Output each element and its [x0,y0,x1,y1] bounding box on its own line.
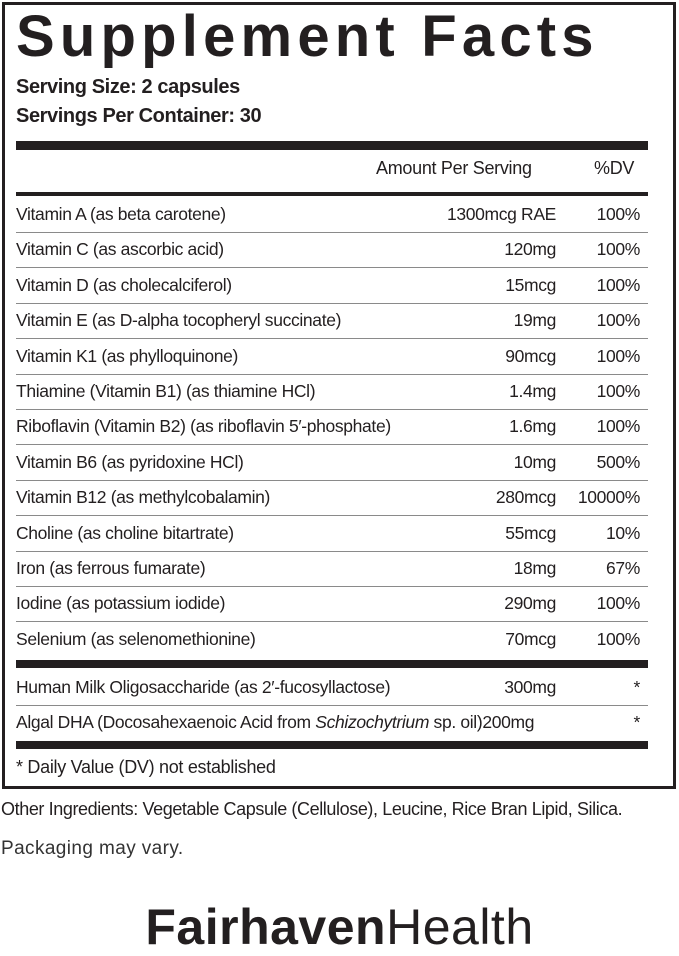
nutrient-amount: 1300mcg RAE [447,204,556,224]
footnote: * Daily Value (DV) not established [16,757,276,777]
divider-medium [16,192,648,196]
nutrient-name: Vitamin B12 (as methylcobalamin) [16,487,271,508]
nutrient-dv: * [633,712,641,732]
nutrient-name: Iron (as ferrous fumarate) [16,558,206,578]
nutrient-amount: 290mg [504,593,556,614]
nutrient-amount: 120mg [504,239,556,260]
nutrient-row: Vitamin E (as D-alpha tocopheryl succina… [16,303,648,340]
nutrient-name: Algal DHA (Docosahexaenoic Acid from Sch… [16,712,534,733]
nutrient-dv: 100% [596,204,641,224]
panel-title: Supplement Facts [16,4,599,69]
nutrient-amount: 19mg [513,310,557,331]
nutrient-row: Iron (as ferrous fumarate) 18mg 67% [16,551,648,587]
nutrient-dv: 500% [596,451,641,472]
nutrient-row: Vitamin C (as ascorbic acid) 120mg 100% [16,232,648,269]
divider-thick [16,141,648,150]
supplement-facts-panel [2,2,676,789]
divider-thick [16,660,648,668]
logo-bold: Fairhaven [145,899,387,955]
nutrient-row: Choline (as choline bitartrate) 55mcg 10% [16,516,648,552]
name-text: Algal DHA (Docosahexaenoic Acid from [16,712,316,732]
nutrient-row: Selenium (as selenomethionine) 70mcg 100% [16,622,648,657]
serving-size: Serving Size: 2 capsules [16,76,240,98]
nutrient-amount: 300mg [504,677,556,697]
nutrient-dv: 100% [596,416,641,437]
nutrient-amount: 18mg [513,558,557,578]
nutrient-amount: 10mg [513,451,557,472]
nutrient-name: Vitamin K1 (as phylloquinone) [16,345,239,366]
nutrient-amount: 70mcg [505,628,556,649]
nutrient-name: Selenium (as selenomethionine) [16,628,256,649]
header-amount: Amount Per Serving [376,158,532,178]
logo-regular: Health [386,899,534,955]
nutrient-amount: 15mcg [505,274,556,295]
nutrient-dv: 10% [606,522,640,543]
nutrient-row: Algal DHA (Docosahexaenoic Acid from Sch… [16,705,648,740]
nutrient-dv: 100% [596,274,641,295]
nutrient-name: Vitamin B6 (as pyridoxine HCl) [16,451,244,472]
nutrient-dv: 100% [596,310,641,331]
nutrient-name: Thiamine (Vitamin B1) (as thiamine HCl) [16,381,316,401]
nutrient-row: Vitamin D (as cholecalciferol) 15mcg 100% [16,268,648,304]
nutrient-row: Vitamin K1 (as phylloquinone) 90mcg 100% [16,339,648,375]
nutrient-row: Vitamin A (as beta carotene) 1300mcg RAE 1… [16,197,648,233]
nutrient-dv: 67% [606,558,640,578]
servings-per-container: Servings Per Container: 30 [16,105,262,127]
other-ingredients: Other Ingredients: Vegetable Capsule (Ce… [1,799,623,819]
nutrient-row: Vitamin B6 (as pyridoxine HCl) 10mg 500% [16,445,648,481]
nutrient-dv: 100% [596,345,641,366]
nutrient-row: Riboflavin (Vitamin B2) (as riboflavin 5… [16,409,648,446]
nutrient-name: Iodine (as potassium iodide) [16,593,226,614]
nutrient-dv: 100% [596,593,641,614]
header-dv: %DV [594,158,635,178]
nutrient-dv: 100% [596,381,641,401]
nutrient-amount: 280mcg [495,487,557,508]
name-italic: Schizochytrium [315,712,430,732]
nutrient-row: Iodine (as potassium iodide) 290mg 100% [16,586,648,623]
nutrient-row: Human Milk Oligosaccharide (as 2′-fucosy… [16,670,648,706]
nutrient-row: Thiamine (Vitamin B1) (as thiamine HCl) 1… [16,374,648,410]
nutrient-amount: 55mcg [505,522,556,543]
nutrient-name: Riboflavin (Vitamin B2) (as riboflavin 5… [16,416,391,437]
nutrient-dv: 10000% [577,487,640,508]
nutrient-amount: 200mg [482,712,535,732]
nutrient-dv: * [633,677,641,697]
nutrient-name: Human Milk Oligosaccharide (as 2′-fucosy… [16,677,391,697]
nutrient-name: Choline (as choline bitartrate) [16,522,234,543]
packaging-note: Packaging may vary. [1,838,184,859]
nutrient-amount: 1.4mg [509,381,556,401]
nutrient-name: Vitamin D (as cholecalciferol) [16,274,232,295]
nutrient-name: Vitamin A (as beta carotene) [16,204,226,224]
nutrient-row: Vitamin B12 (as methylcobalamin) 280mcg 10… [16,480,648,517]
nutrient-name: Vitamin E (as D-alpha tocopheryl succina… [16,310,342,331]
brand-logo: FairhavenHealth [0,898,679,956]
name-text: sp. oil) [429,712,483,732]
nutrient-amount: 1.6mg [509,416,556,437]
nutrient-dv: 100% [596,628,641,649]
divider-thick [16,741,648,749]
nutrient-amount: 90mcg [505,345,556,366]
nutrient-dv: 100% [596,239,641,260]
nutrient-name: Vitamin C (as ascorbic acid) [16,239,224,260]
